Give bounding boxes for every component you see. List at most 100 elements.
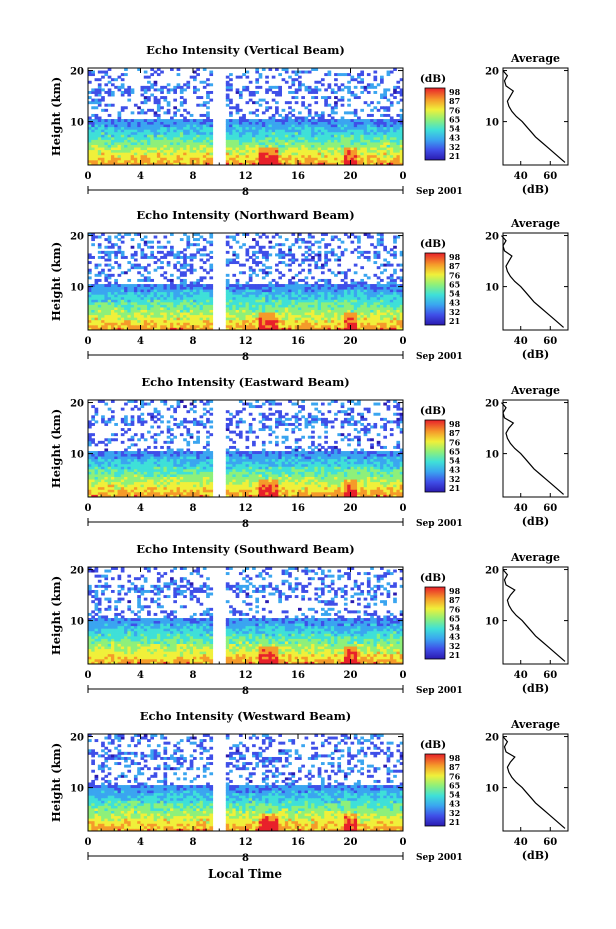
echo-cell <box>143 289 148 293</box>
echo-cell <box>383 147 387 151</box>
echo-cell <box>225 157 230 161</box>
echo-cell <box>357 152 361 156</box>
echo-cell <box>317 489 322 493</box>
echo-cell <box>91 147 95 151</box>
echo-cell <box>97 83 102 87</box>
echo-cell <box>104 139 109 143</box>
echo-cell <box>258 301 263 305</box>
echo-cell <box>166 90 171 94</box>
echo-cell <box>186 157 191 161</box>
echo-cell <box>232 317 237 321</box>
echo-cell <box>97 486 102 490</box>
echo-cell <box>133 124 138 128</box>
echo-cell <box>101 136 105 140</box>
echo-cell <box>140 486 145 490</box>
echo-cell <box>202 486 207 490</box>
echo-cell <box>389 101 394 105</box>
echo-cell <box>327 284 332 288</box>
echo-cell <box>117 486 122 490</box>
echo-cell <box>334 301 338 305</box>
echo-cell <box>107 314 112 318</box>
echo-cell <box>383 93 387 97</box>
echo-cell <box>298 299 302 303</box>
echo-cell <box>376 243 381 247</box>
echo-cell <box>166 126 171 130</box>
echo-cell <box>343 233 348 236</box>
echo-cell <box>255 301 260 305</box>
echo-cell <box>317 294 322 298</box>
echo-cell <box>255 147 260 151</box>
echo-cell <box>143 70 148 74</box>
echo-cell <box>97 291 102 295</box>
echo-cell <box>173 113 177 117</box>
echo-cell <box>366 142 371 145</box>
echo-cell <box>278 327 282 331</box>
echo-cell <box>298 111 302 115</box>
echo-cell <box>350 309 355 313</box>
echo-cell <box>245 248 250 252</box>
echo-cell <box>133 322 138 326</box>
echo-cell <box>268 149 273 153</box>
echo-cell <box>238 294 243 298</box>
echo-cell <box>88 491 92 495</box>
echo-cell <box>120 108 125 112</box>
echo-cell <box>110 126 115 130</box>
echo-cell <box>160 126 164 130</box>
echo-cell <box>265 80 269 84</box>
echo-cell <box>258 124 263 128</box>
echo-cell <box>120 154 125 158</box>
echo-cell <box>147 134 151 138</box>
echo-cell <box>150 324 155 328</box>
echo-cell <box>376 253 381 257</box>
echo-cell <box>245 296 250 300</box>
echo-cell <box>150 121 155 125</box>
echo-cell <box>225 142 230 145</box>
echo-cell <box>140 489 145 493</box>
echo-cell <box>373 299 378 303</box>
echo-cell <box>91 238 95 242</box>
echo-cell <box>278 149 282 153</box>
echo-cell <box>376 238 381 242</box>
echo-cell <box>314 152 319 156</box>
echo-cell <box>140 157 145 161</box>
echo-cell <box>248 139 253 143</box>
echo-cell <box>380 238 384 242</box>
echo-cell <box>156 299 161 303</box>
echo-cell <box>314 489 319 493</box>
echo-cell <box>298 238 302 242</box>
echo-cell <box>163 319 168 323</box>
echo-cell <box>294 119 299 123</box>
echo-cell <box>350 144 355 148</box>
echo-cell <box>97 78 102 82</box>
echo-cell <box>225 121 230 125</box>
echo-cell <box>88 489 92 493</box>
echo-cell <box>307 489 312 493</box>
echo-cell <box>104 491 109 495</box>
echo-cell <box>117 301 122 305</box>
echo-cell <box>238 157 243 161</box>
echo-cell <box>324 149 328 153</box>
echo-cell <box>120 301 125 305</box>
echo-cell <box>163 136 168 140</box>
echo-cell <box>199 119 204 123</box>
echo-cell <box>110 324 115 328</box>
echo-cell <box>143 119 148 123</box>
echo-cell <box>91 304 95 308</box>
echo-cell <box>199 486 204 490</box>
echo-cell <box>396 139 401 143</box>
echo-cell <box>97 301 102 305</box>
echo-cell <box>281 309 286 313</box>
echo-cell <box>271 139 276 143</box>
echo-cell <box>94 484 99 488</box>
echo-cell <box>265 317 269 321</box>
echo-cell <box>304 255 309 259</box>
colorbar-tick-label: 32 <box>449 307 460 317</box>
echo-cell <box>238 322 243 326</box>
echo-cell <box>357 129 361 133</box>
echo-cell <box>238 126 243 130</box>
echo-cell <box>258 142 263 145</box>
echo-cell <box>170 322 174 326</box>
echo-cell <box>340 121 345 125</box>
echo-cell <box>183 126 187 130</box>
echo-cell <box>294 486 299 490</box>
